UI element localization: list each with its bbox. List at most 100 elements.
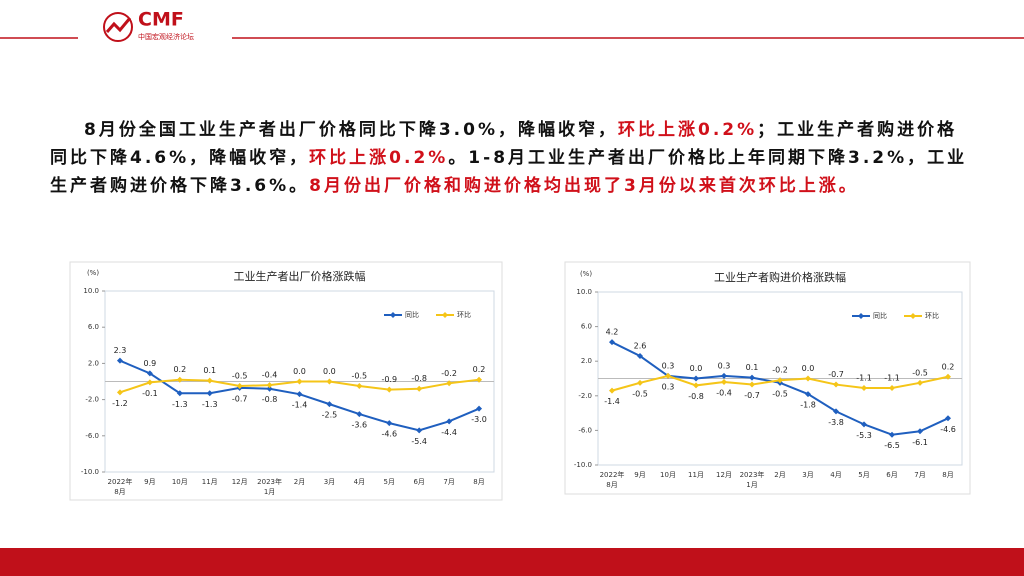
x-tick-label: 8月 [114,488,125,496]
point [476,376,483,383]
legend-label: 同比 [405,310,419,319]
point [266,385,273,392]
data-label: -0.4 [716,388,732,397]
point [326,378,333,385]
y-tick-label: 10.0 [576,288,592,296]
data-label: -0.5 [632,389,648,398]
data-label: 0.1 [203,366,216,375]
point [446,418,453,425]
point [749,374,755,381]
point [266,382,273,389]
x-tick-label: 4月 [830,471,841,479]
data-label: 0.9 [144,359,157,368]
logo-icon [103,12,133,42]
y-tick-label: 2.0 [581,357,592,365]
point [693,382,699,389]
footer-bar [0,548,1024,576]
legend-marker [390,312,396,318]
data-label: -0.7 [828,370,844,379]
data-label: -1.4 [604,397,620,406]
data-label: -1.4 [292,401,308,410]
data-label: -4.6 [940,425,956,434]
x-tick-label: 7月 [914,471,925,479]
x-tick-label: 1月 [264,488,275,496]
x-tick-label: 3月 [802,471,813,479]
data-label: -0.9 [381,375,397,384]
data-label: -6.5 [884,441,900,450]
data-label: 0.3 [662,361,675,370]
x-tick-label: 10月 [172,478,188,486]
data-label: 0.3 [718,361,731,370]
point [326,401,333,408]
data-label: -1.3 [202,400,218,409]
logo-org: 中国宏观经济论坛 [138,32,194,41]
point [116,389,123,396]
point [296,391,303,398]
data-label: -4.6 [381,430,397,439]
x-tick-label: 10月 [660,471,676,479]
data-label: -0.8 [688,392,704,401]
data-label: 0.3 [662,382,675,391]
data-label: 0.0 [293,367,306,376]
point [945,415,951,422]
data-label: -5.4 [411,437,427,446]
data-label: 4.2 [606,328,619,337]
data-label: -0.7 [744,391,760,400]
chart-title: 工业生产者购进价格涨跌幅 [714,270,846,284]
data-label: -0.7 [232,394,248,403]
x-tick-label: 1月 [746,481,757,489]
data-label: 0.1 [746,363,759,372]
point [356,383,363,390]
data-label: -1.1 [884,374,900,383]
y-tick-label: -6.0 [85,432,99,440]
x-tick-label: 8月 [606,481,617,489]
legend-label: 环比 [457,310,471,319]
x-tick-label: 2022年 [600,470,625,479]
data-label: -3.6 [352,421,368,430]
point [889,385,895,392]
point [609,339,615,346]
point [236,383,243,390]
x-tick-label: 9月 [634,471,645,479]
data-label: 0.0 [323,367,336,376]
point [637,379,643,386]
x-tick-label: 12月 [232,478,248,486]
x-tick-label: 11月 [688,471,704,479]
text-run: 8月份出厂价格和购进价格均出现了3月份以来首次环比上涨。 [309,176,859,196]
point [805,375,811,382]
y-tick-label: -2.0 [85,396,99,404]
data-label: 2.3 [114,346,127,355]
y-tick-label: 6.0 [581,323,592,331]
x-tick-label: 2023年 [740,470,765,479]
legend-marker [442,312,448,318]
data-label: 0.0 [802,364,815,373]
point [805,391,811,398]
data-label: -1.8 [800,401,816,410]
x-tick-label: 9月 [144,478,155,486]
point [386,420,393,427]
point [446,380,453,387]
point [176,376,183,383]
point [889,431,895,438]
x-tick-label: 3月 [324,478,335,486]
data-label: -0.4 [262,371,278,380]
point [721,372,727,379]
data-label: -1.1 [856,374,872,383]
y-tick-label: -2.0 [578,392,592,400]
point [476,405,483,412]
y-tick-label: -10.0 [81,468,99,476]
chart-title: 工业生产者出厂价格涨跌幅 [234,269,366,283]
legend-label: 环比 [925,311,939,320]
x-tick-label: 2023年 [257,477,282,486]
text-run: ；工业生产者购进价格同比下降4.6%，降幅收窄， [50,120,958,168]
y-tick-label: 2.0 [88,359,99,367]
point [416,385,423,392]
logo-text: CMF [138,9,184,31]
point [116,357,123,364]
data-label: -0.5 [232,372,248,381]
data-label: -1.2 [112,399,128,408]
x-tick-label: 8月 [473,478,484,486]
data-label: 0.2 [173,365,186,374]
data-label: -5.3 [856,431,872,440]
data-label: -4.4 [441,428,457,437]
